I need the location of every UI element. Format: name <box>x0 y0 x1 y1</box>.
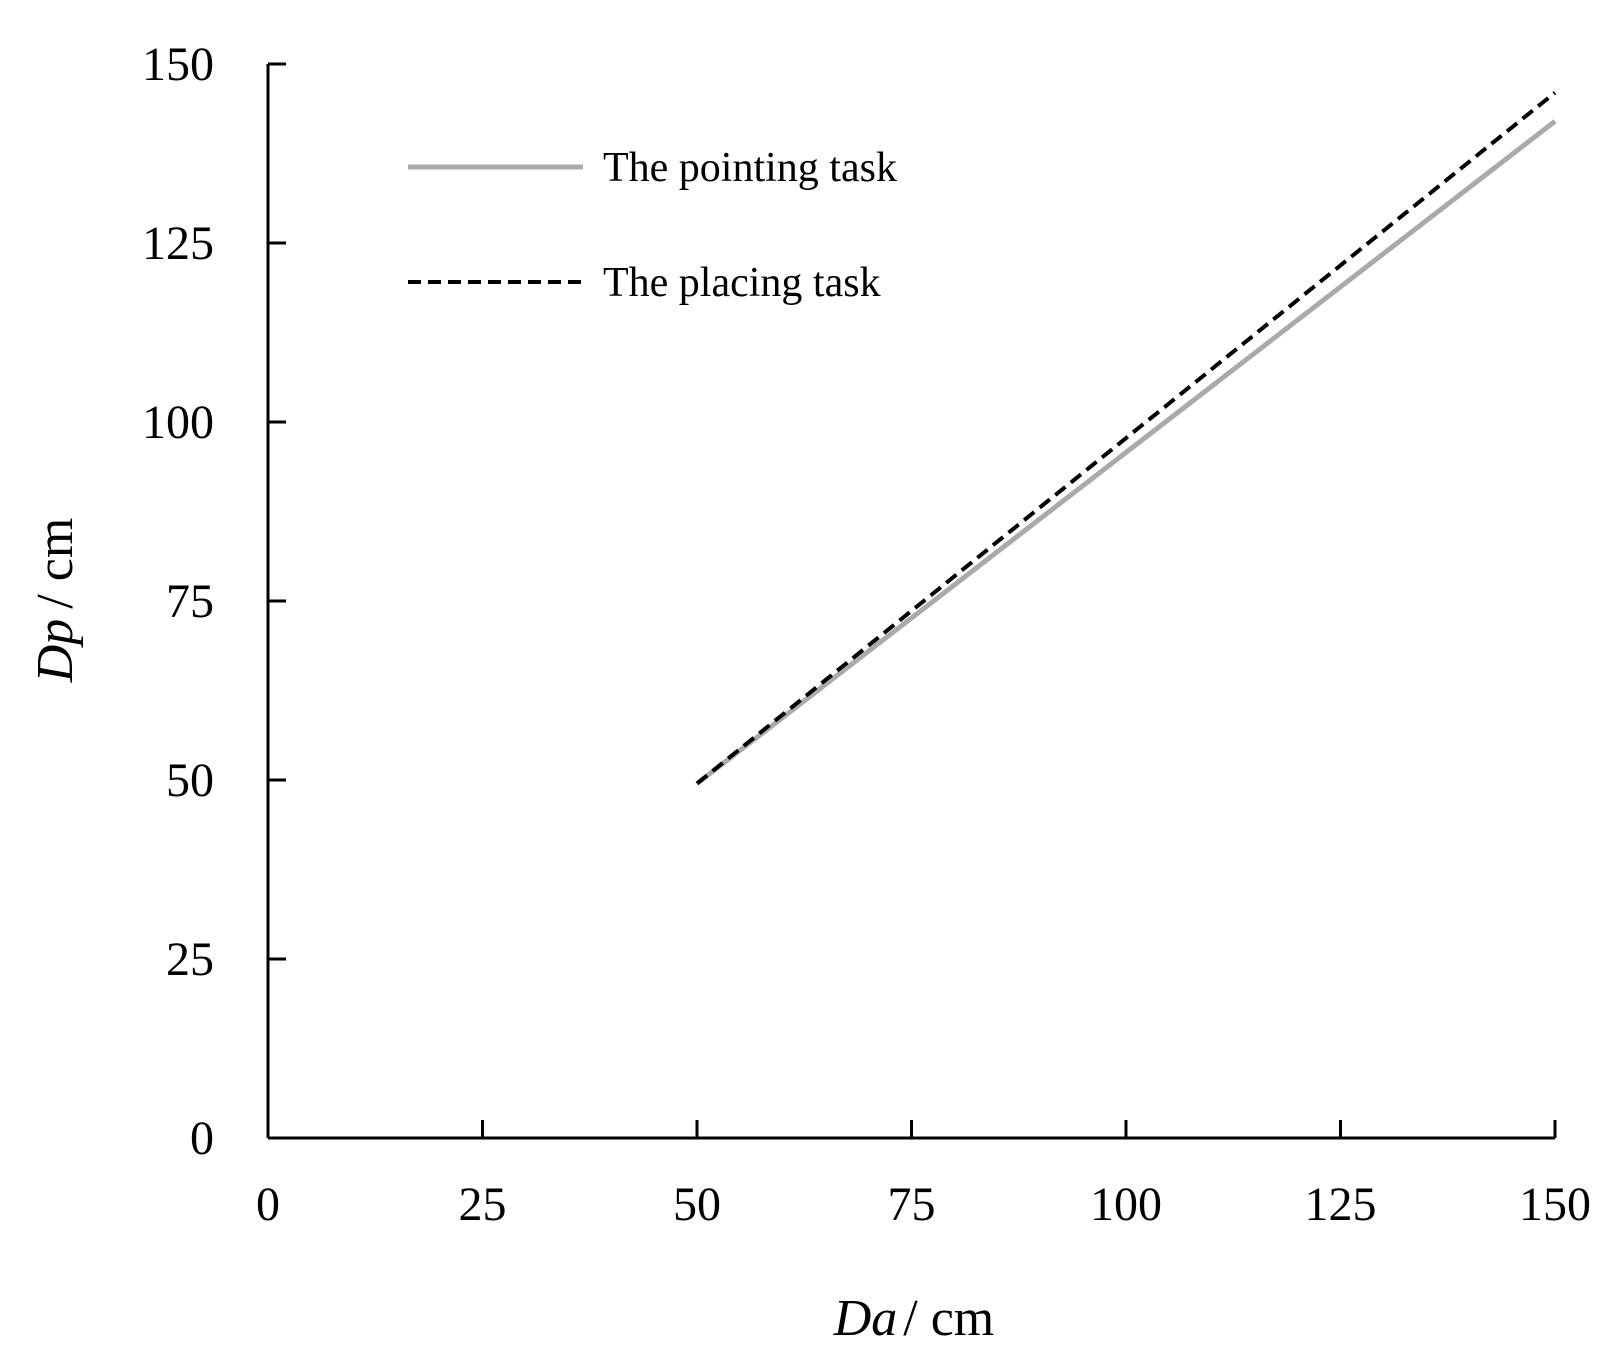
x-tick-label: 125 <box>1305 1178 1377 1231</box>
x-tick-label: 75 <box>888 1178 936 1231</box>
x-tick-label: 100 <box>1090 1178 1162 1231</box>
y-tick-label: 75 <box>166 575 214 628</box>
y-tick-label: 100 <box>142 396 214 449</box>
x-tick-label: 25 <box>459 1178 507 1231</box>
legend-label-pointing: The pointing task <box>603 145 897 191</box>
legend: The pointing task The placing task <box>408 145 897 306</box>
y-axis-title: Dp/ cm <box>27 518 84 684</box>
series-line-0 <box>695 119 1557 786</box>
series-line-1 <box>695 91 1557 786</box>
x-axis-title: Da / cm <box>833 1290 995 1347</box>
x-tick-label: 0 <box>256 1178 280 1231</box>
series-layer <box>695 91 1557 786</box>
y-tick-label: 25 <box>166 933 214 986</box>
legend-label-placing: The placing task <box>603 260 881 306</box>
y-tick-label: 0 <box>190 1112 214 1165</box>
axes: 0 25 50 75 100 125 150 0 25 50 75 100 125 150 <box>142 38 1591 1231</box>
y-tick-label: 150 <box>142 38 214 91</box>
x-tick-label: 150 <box>1519 1178 1591 1231</box>
y-tick-label: 50 <box>166 754 214 807</box>
x-tick-label: 50 <box>673 1178 721 1231</box>
y-tick-label: 125 <box>142 217 214 270</box>
